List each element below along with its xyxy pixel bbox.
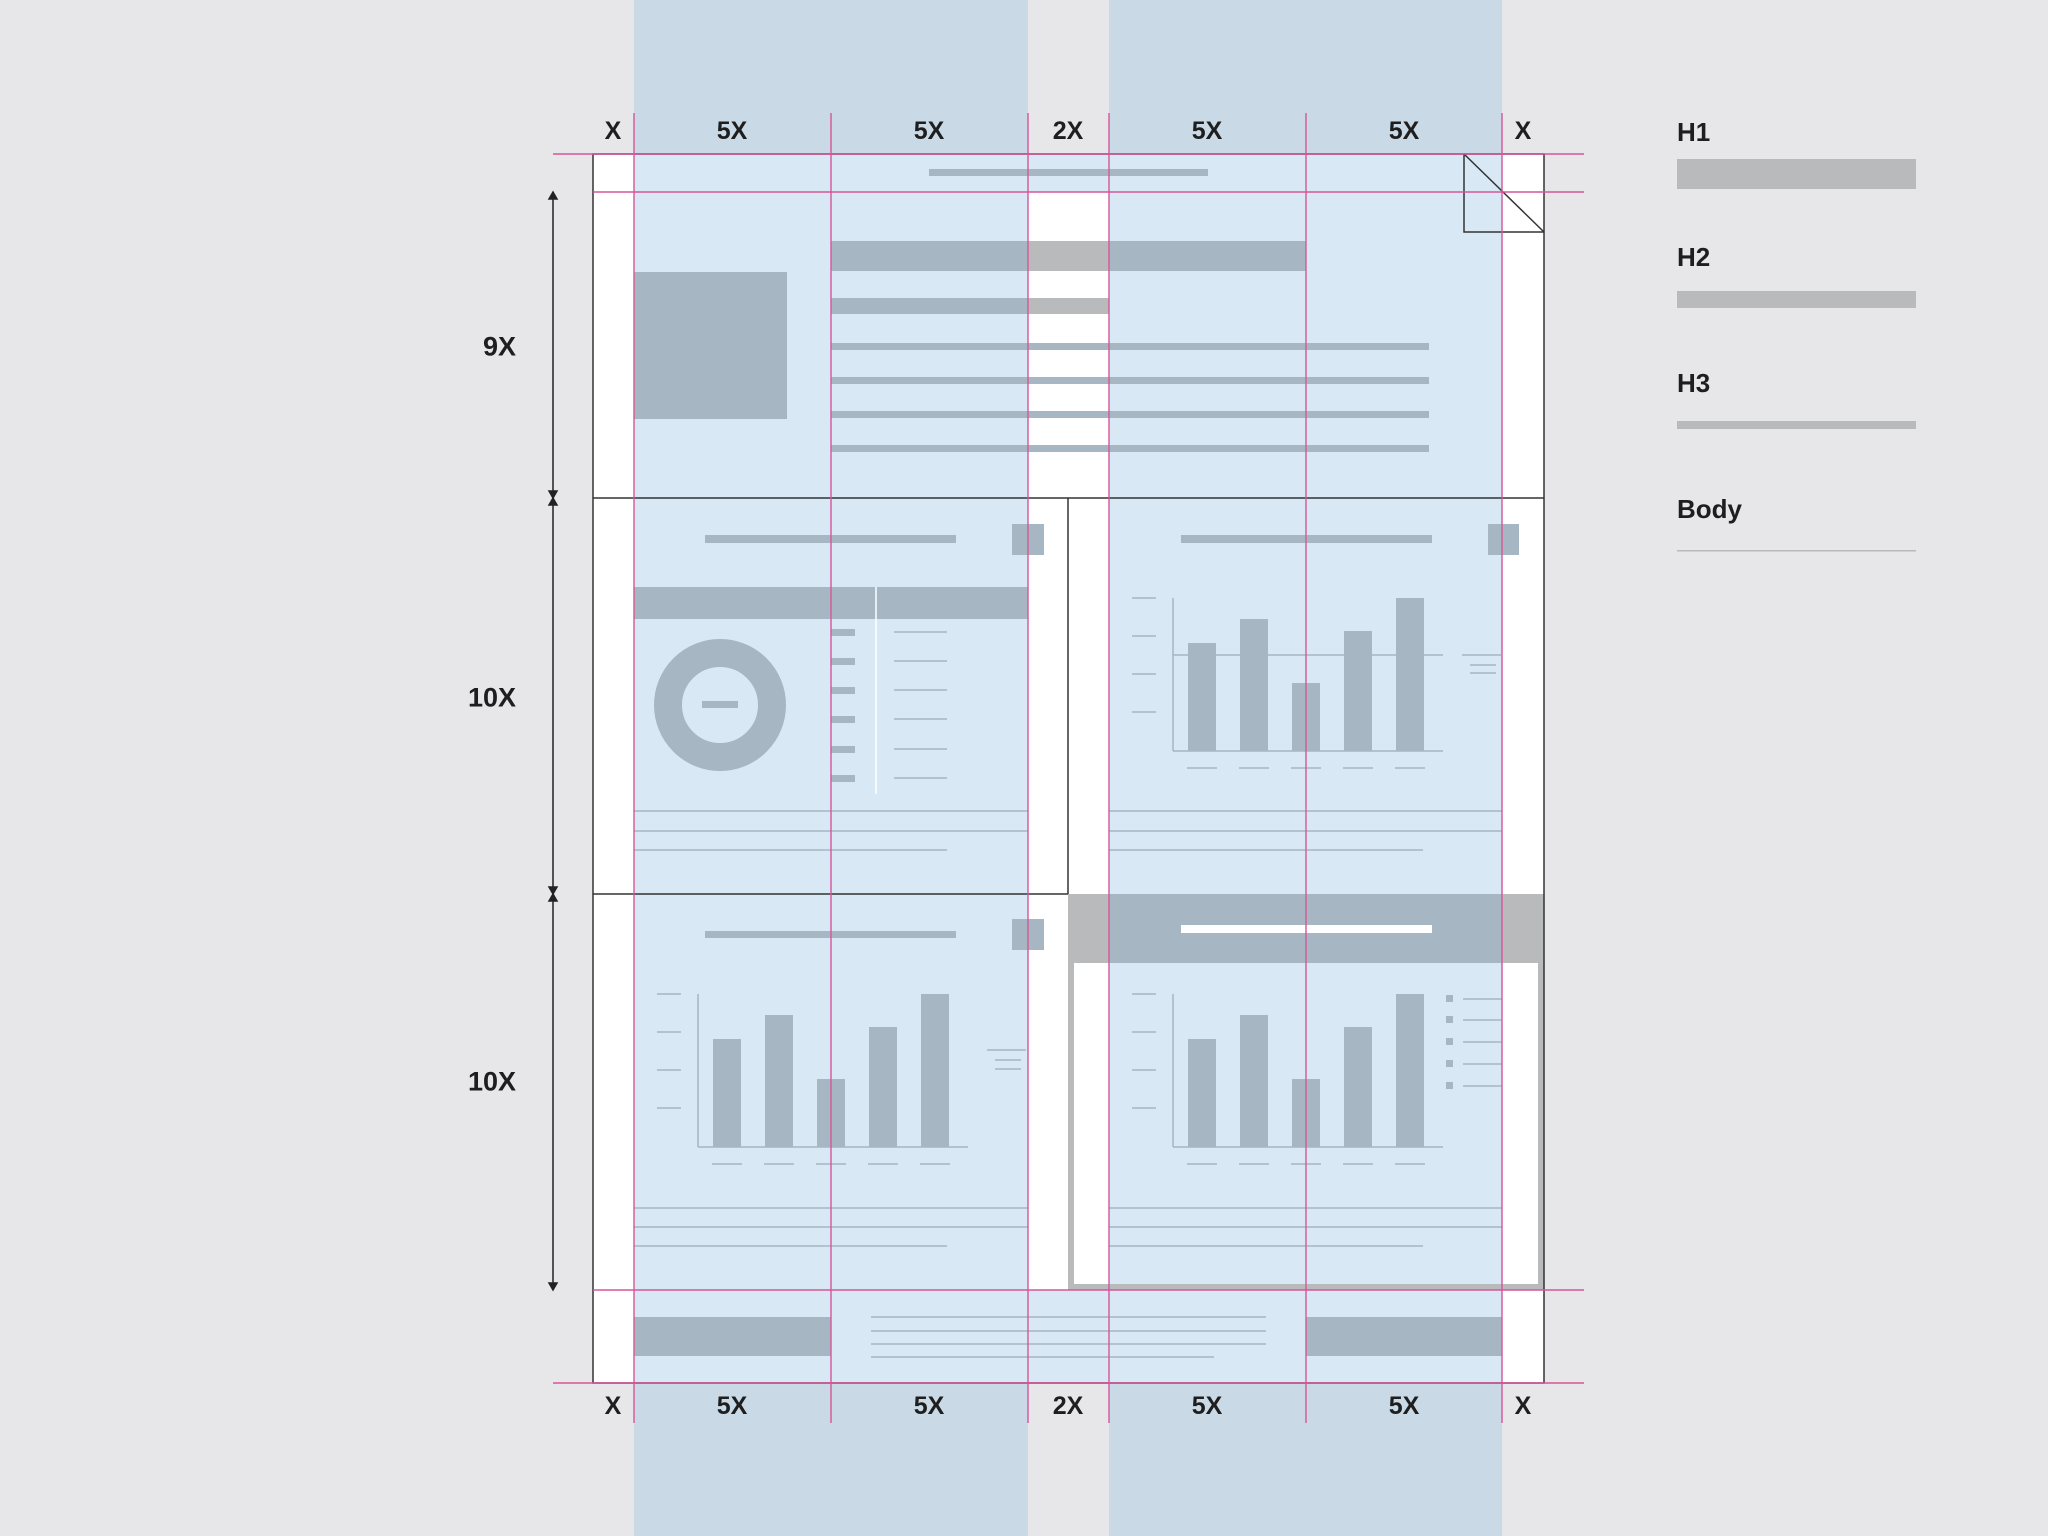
row-label-hero: 9X xyxy=(482,331,516,362)
column-label-top-col-2: 5X xyxy=(913,117,945,145)
card-bar-a-icon xyxy=(1488,524,1519,555)
hero-title-bar-b xyxy=(1028,241,1109,271)
chart-bar-2 xyxy=(765,1015,793,1147)
chart-bar-5 xyxy=(921,994,949,1147)
chart-bar-4 xyxy=(869,1027,897,1147)
column-guides xyxy=(633,113,1503,1423)
column-label-top-margin-left: X xyxy=(604,117,622,145)
footer-band-gutter xyxy=(829,1290,1309,1383)
column-label-top-gutter: 2X xyxy=(1052,117,1084,145)
legend-label-h3: H3 xyxy=(1677,368,1711,398)
card-bar-b-side-lines xyxy=(987,1049,1026,1070)
column-label-top-col-1: 5X xyxy=(716,117,748,145)
hero-body-lines xyxy=(831,343,1429,452)
card-highlight-legend-markers xyxy=(1446,995,1453,1089)
hero-subtitle-bar-a xyxy=(831,298,1028,314)
card-highlight-header-left xyxy=(1068,894,1109,963)
legend-label-h1: H1 xyxy=(1677,117,1711,147)
hero-title-bar-c xyxy=(1109,241,1306,271)
donut-center-label xyxy=(702,701,738,708)
column-label-top-col-3: 5X xyxy=(1191,117,1223,145)
header-title-bar xyxy=(929,169,1208,176)
donut-legend-lines xyxy=(894,631,947,779)
card-bar-a-side-lines xyxy=(1462,654,1501,674)
legend-h1-bar xyxy=(1677,159,1916,189)
legend-h2-bar xyxy=(1677,291,1916,308)
chart-bar-2 xyxy=(1240,619,1268,751)
card-highlight-header-right xyxy=(1502,894,1544,963)
column-label-bottom-col-1: 5X xyxy=(716,1392,748,1420)
page-curl-icon xyxy=(1463,153,1545,233)
bar-chart-c xyxy=(1132,993,1443,1165)
column-label-bottom-margin-left: X xyxy=(604,1392,622,1420)
legend-body-bar xyxy=(1677,550,1916,552)
chart-bar-1 xyxy=(713,1039,741,1147)
column-label-bottom-col-2: 5X xyxy=(913,1392,945,1420)
chart-bar-2 xyxy=(1240,1015,1268,1147)
chart-bar-4 xyxy=(1344,631,1372,751)
hero-image-placeholder xyxy=(634,272,787,419)
card-highlight-legend-lines xyxy=(1463,998,1502,1087)
column-label-bottom-gutter: 2X xyxy=(1052,1392,1084,1420)
row-guides xyxy=(553,153,1584,1384)
legend-label-body: Body xyxy=(1677,494,1742,524)
row-dimension-arrows xyxy=(547,190,559,1292)
chart-bar-5 xyxy=(1396,994,1424,1147)
donut-chart xyxy=(654,639,786,771)
donut-legend-markers xyxy=(831,629,855,782)
chart-bar-1 xyxy=(1188,643,1216,751)
footer-left-bar xyxy=(634,1317,831,1356)
column-label-top-margin-right: X xyxy=(1514,117,1532,145)
column-label-bottom-col-3: 5X xyxy=(1191,1392,1223,1420)
legend-label-h2: H2 xyxy=(1677,242,1711,272)
chart-bar-5 xyxy=(1396,598,1424,751)
column-label-bottom-col-4: 5X xyxy=(1388,1392,1420,1420)
hero-title-bar-a xyxy=(831,241,1028,271)
row-label-cards-top: 10X xyxy=(467,682,516,713)
column-label-bottom-margin-right: X xyxy=(1514,1392,1532,1420)
hero-subtitle-bar-b xyxy=(1028,298,1109,314)
chart-bar-4 xyxy=(1344,1027,1372,1147)
legend-h3-bar xyxy=(1677,421,1916,429)
footer-text-lines xyxy=(871,1316,1266,1358)
bar-chart-a xyxy=(1132,597,1443,769)
chart-bar-1 xyxy=(1188,1039,1216,1147)
column-label-top-col-4: 5X xyxy=(1388,117,1420,145)
row-label-cards-bottom: 10X xyxy=(467,1066,516,1097)
footer-right-bar xyxy=(1306,1317,1502,1356)
